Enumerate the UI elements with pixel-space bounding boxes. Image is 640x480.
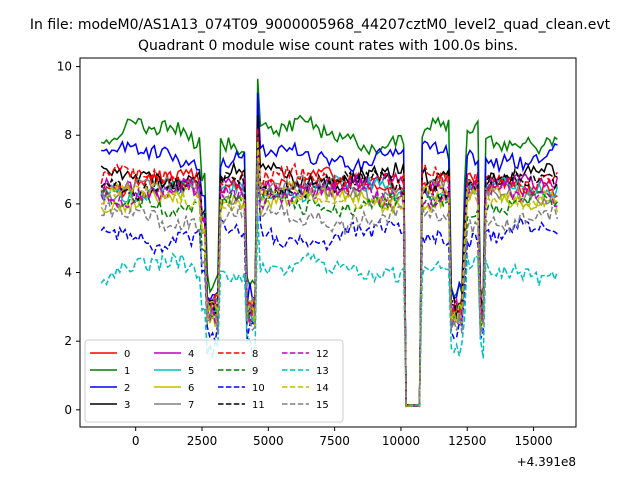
legend-label-6: 6 xyxy=(188,383,194,394)
legend-label-15: 15 xyxy=(316,400,329,411)
legend-label-3: 3 xyxy=(124,400,130,411)
y-tick-label: 6 xyxy=(64,197,72,211)
chart-title: Quadrant 0 module wise count rates with … xyxy=(138,38,518,54)
series-line-12 xyxy=(100,151,558,408)
y-tick-label: 0 xyxy=(64,403,72,417)
legend-label-5: 5 xyxy=(188,366,194,377)
legend-label-2: 2 xyxy=(124,383,130,394)
y-tick-label: 10 xyxy=(57,60,72,74)
series-layer xyxy=(100,78,559,408)
legend-label-1: 1 xyxy=(124,366,130,377)
legend-label-7: 7 xyxy=(188,400,194,411)
legend-label-10: 10 xyxy=(252,383,265,394)
series-line-10 xyxy=(100,169,558,408)
x-tick-label: 10000 xyxy=(382,434,420,448)
series-line-15 xyxy=(101,160,559,408)
legend-box xyxy=(84,339,344,423)
x-tick-label: 5000 xyxy=(253,434,284,448)
legend-label-8: 8 xyxy=(252,349,258,360)
legend-label-12: 12 xyxy=(316,349,329,360)
series-line-9 xyxy=(100,154,559,407)
x-offset-text: +4.391e8 xyxy=(517,455,576,469)
series-line-1 xyxy=(100,78,558,408)
legend-label-14: 14 xyxy=(316,383,329,394)
legend-label-4: 4 xyxy=(188,349,194,360)
x-tick-label: 15000 xyxy=(514,434,552,448)
x-tick-label: 12500 xyxy=(448,434,486,448)
x-tick-label: 0 xyxy=(132,434,140,448)
y-tick-label: 2 xyxy=(64,334,72,348)
series-line-8 xyxy=(100,128,559,407)
plot-frame xyxy=(79,57,577,428)
x-tick-label: 2500 xyxy=(187,434,218,448)
legend-label-11: 11 xyxy=(252,400,265,411)
series-line-13 xyxy=(100,212,559,408)
legend-label-13: 13 xyxy=(316,366,329,377)
x-tick-label: 7500 xyxy=(319,434,350,448)
legend-label-9: 9 xyxy=(252,366,258,377)
legend-label-0: 0 xyxy=(124,349,130,360)
series-line-3 xyxy=(100,114,558,407)
chart-suptitle: In file: modeM0/AS1A13_074T09_9000005968… xyxy=(30,17,611,33)
y-tick-label: 8 xyxy=(64,128,72,142)
y-tick-label: 4 xyxy=(64,266,72,280)
